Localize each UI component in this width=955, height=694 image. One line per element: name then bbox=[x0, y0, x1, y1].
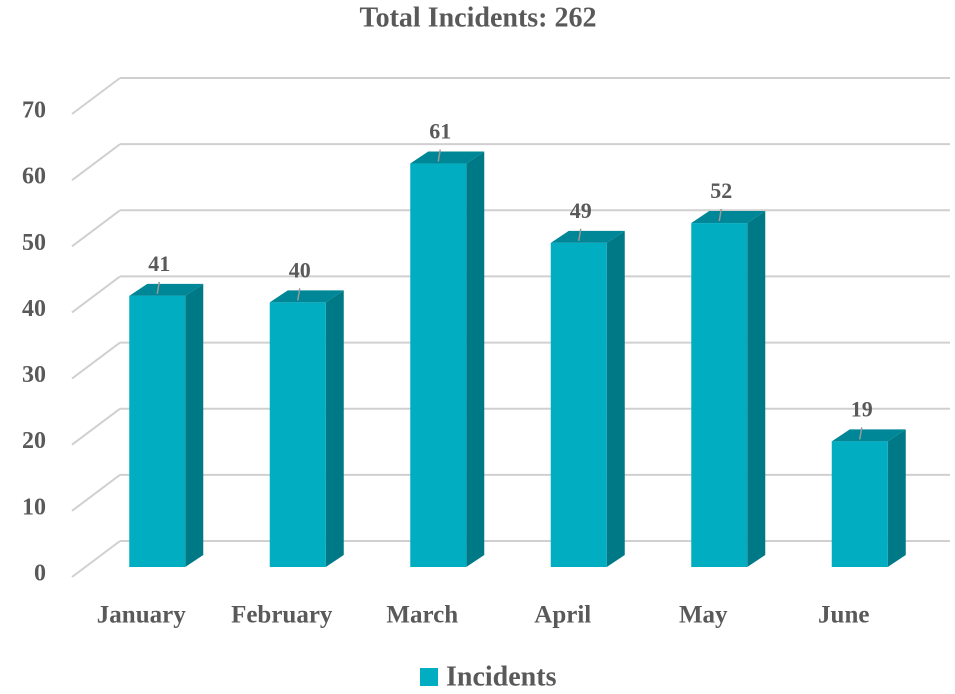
bars: 41 40 61 49 52 19 bbox=[129, 119, 906, 568]
x-tick-label: April bbox=[534, 602, 591, 629]
label-leader bbox=[718, 208, 722, 222]
bar-side bbox=[747, 211, 766, 568]
grid: 0 10 20 30 40 50 60 70 January February March April… bbox=[22, 77, 950, 629]
bar-side bbox=[606, 230, 625, 567]
bar bbox=[129, 295, 186, 567]
bar bbox=[691, 223, 748, 568]
y-tick-label: 20 bbox=[22, 428, 46, 454]
x-tick-label: June bbox=[818, 602, 869, 629]
bar-side bbox=[466, 151, 485, 567]
data-label: 52 bbox=[710, 178, 732, 203]
y-tick-label: 10 bbox=[22, 494, 46, 520]
bar-top bbox=[129, 283, 204, 296]
bar-top bbox=[691, 211, 766, 224]
bar-side bbox=[887, 429, 906, 567]
y-tick-label: 70 bbox=[22, 98, 46, 124]
data-label: 41 bbox=[148, 251, 170, 276]
grid-line-side bbox=[71, 77, 121, 115]
grid-line-side bbox=[71, 407, 121, 446]
data-label: 49 bbox=[570, 198, 592, 223]
data-label: 19 bbox=[851, 396, 873, 421]
y-tick-label: 50 bbox=[22, 230, 46, 256]
bar bbox=[269, 302, 326, 567]
bar bbox=[410, 163, 467, 567]
y-tick-label: 60 bbox=[22, 164, 46, 190]
grid-line-side bbox=[71, 341, 121, 380]
bar-top bbox=[269, 290, 344, 303]
x-tick-label: February bbox=[231, 602, 333, 629]
y-tick-label: 40 bbox=[22, 296, 46, 322]
bar-top bbox=[831, 429, 906, 442]
grid-line-side bbox=[71, 209, 121, 248]
label-leader bbox=[437, 149, 441, 162]
grid-line-side bbox=[71, 540, 121, 578]
legend: Incidents bbox=[420, 661, 557, 692]
chart-title: Total Incidents: 262 bbox=[359, 2, 596, 33]
y-tick-label: 0 bbox=[34, 561, 46, 587]
legend-label: Incidents bbox=[446, 661, 557, 692]
bar-top bbox=[550, 230, 625, 243]
x-tick-label: May bbox=[679, 602, 728, 629]
grid-line-side bbox=[71, 474, 121, 512]
bar bbox=[831, 441, 888, 567]
label-leader bbox=[156, 281, 160, 294]
label-leader bbox=[859, 427, 863, 440]
legend-swatch bbox=[420, 668, 438, 686]
data-label: 40 bbox=[289, 257, 311, 282]
label-leader bbox=[578, 228, 582, 242]
grid-line-side bbox=[71, 143, 121, 181]
bar-side bbox=[185, 283, 204, 567]
label-leader bbox=[297, 288, 301, 301]
grid-line-side bbox=[71, 275, 121, 314]
y-tick-label: 30 bbox=[22, 362, 46, 388]
x-tick-label: January bbox=[97, 602, 186, 629]
data-label: 61 bbox=[429, 119, 451, 144]
bar bbox=[550, 242, 607, 567]
x-tick-label: March bbox=[386, 602, 458, 629]
bar-side bbox=[325, 290, 344, 567]
bar-top bbox=[410, 151, 485, 164]
